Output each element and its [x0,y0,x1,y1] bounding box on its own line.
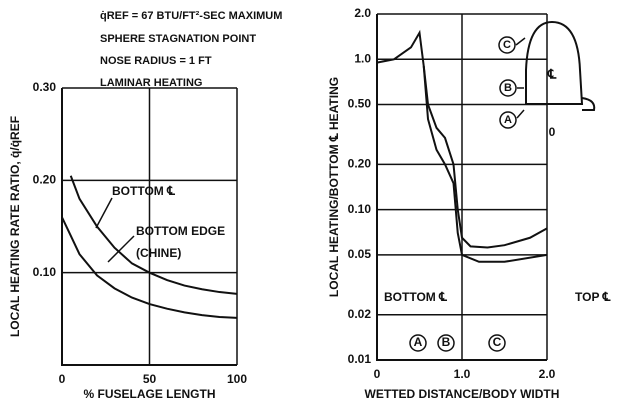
annotation: BOTTOM ℄ [384,290,447,304]
y-tick-label: 0.01 [348,352,372,366]
x-tick-label: 100 [227,372,247,386]
annotation: ℄ [547,66,557,81]
y-tick-label: 0.05 [348,247,372,261]
data-line [376,29,548,249]
x-axis-label: % FUSELAGE LENGTH [83,387,215,401]
y-tick-label: 0.30 [33,80,57,94]
annotation: B [442,335,451,349]
y-tick-label: 0.10 [348,202,372,216]
inset-body [525,20,584,105]
marker-circle [437,334,455,352]
x-tick-label: 0 [374,367,381,381]
y-axis-label: LOCAL HEATING/BOTTOM ℄ HEATING [327,77,341,297]
x-tick-label: 50 [143,372,157,386]
annotation: TOP ℄ [575,290,611,304]
annotation: NOSE RADIUS = 1 FT [100,55,212,67]
x-tick-label: 1.0 [454,367,471,381]
marker-circle [488,334,506,352]
annotation: 0 [549,125,556,139]
annotation: SPHERE STAGNATION POINT [100,33,256,45]
data-line [61,216,238,319]
y-tick-label: 0.02 [348,307,372,321]
y-tick-label: 0.20 [33,173,57,187]
x-tick-label: 0 [59,372,66,386]
annotation: q̇REF = 67 BTU/FT²-SEC MAXIMUM [100,10,282,22]
data-line [422,66,548,263]
y-tick-label: 1.0 [354,51,371,65]
leaders [95,37,526,263]
y-tick-label: 2.0 [354,6,371,20]
y-tick-label: 0.10 [33,265,57,279]
annotation: B [504,82,512,94]
annotation: (CHINE) [136,246,181,260]
x-axis-label: WETTED DISTANCE/BODY WIDTH [365,387,560,401]
annotation: LAMINAR HEATING [100,77,202,89]
y-tick-label: 0.50 [348,97,372,111]
data-line [69,175,238,295]
marker-circle [498,36,516,54]
marker-circle [499,111,517,129]
annotation: A [414,335,423,349]
annotation: BOTTOM ℄ [112,184,175,198]
annotation: BOTTOM EDGE [136,224,225,238]
x-tick-label: 2.0 [539,367,556,381]
marker-circle [499,79,517,97]
annotation: C [493,335,502,349]
annotation: A [504,114,512,126]
y-tick-label: 0.20 [348,157,372,171]
inset-chine [581,97,596,111]
marker-circle [409,334,427,352]
annotation: C [503,39,511,51]
y-axis-label: LOCAL HEATING RATE RATIO, q̇/q̇REF [8,116,22,337]
